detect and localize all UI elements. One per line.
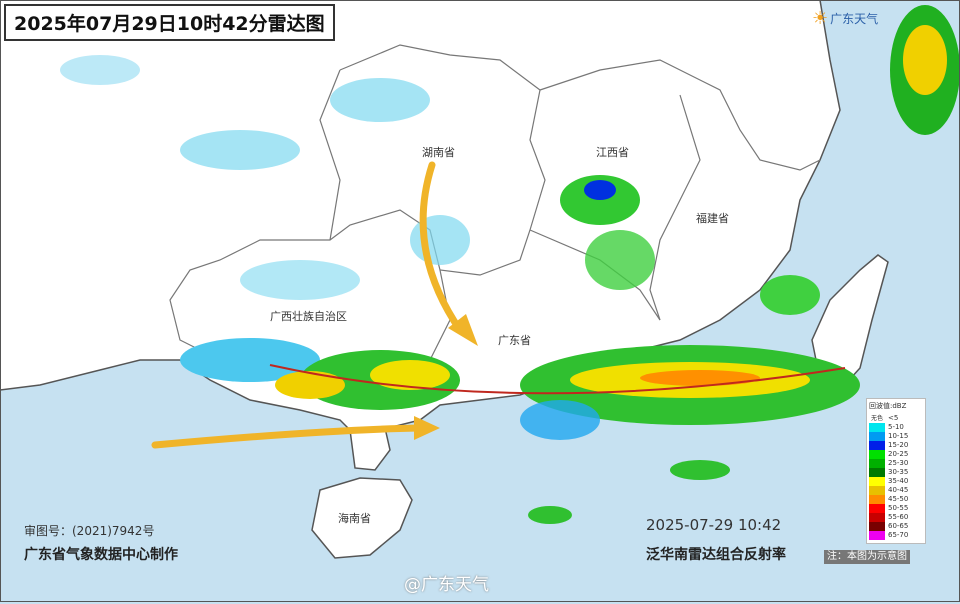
radar-echoes [60, 5, 960, 524]
legend-item: 40-45 [869, 486, 923, 495]
legend-item: 25-30 [869, 459, 923, 468]
logo-text: 广东天气 [830, 12, 879, 26]
legend-swatch [869, 468, 885, 477]
legend-label: 35-40 [888, 477, 909, 485]
west-flow-arrow [151, 424, 422, 449]
legend-swatch [869, 432, 885, 441]
legend-label: 65-70 [888, 531, 909, 539]
dbz-legend: 回波值:dBZ 无色 <5 5-10 10-15 15-20 20-25 25-30 30-3… [866, 398, 926, 544]
legend-label: 10-15 [888, 432, 909, 440]
legend-label: 20-25 [888, 450, 909, 458]
schematic-note: 注：本图为示意图 [824, 550, 910, 564]
legend-label: 45-50 [888, 495, 909, 503]
legend-swatch [869, 495, 885, 504]
legend-item: 35-40 [869, 477, 923, 486]
legend-swatch [869, 477, 885, 486]
legend-label: 25-30 [888, 459, 909, 467]
legend-swatch [869, 486, 885, 495]
radar-time: 2025-07-29 10:42 [646, 516, 782, 534]
legend-item: 30-35 [869, 468, 923, 477]
legend-swatch [869, 450, 885, 459]
weibo-watermark: @广东天气 [404, 575, 489, 595]
product-name: 泛华南雷达组合反射率 [646, 547, 786, 563]
legend-label: <5 [888, 414, 899, 422]
guangdong-weather-logo-icon: ☀ [812, 8, 829, 29]
legend-item: 50-55 [869, 504, 923, 513]
legend-title: 回波值:dBZ [869, 402, 907, 410]
legend-item: 60-65 [869, 522, 923, 531]
legend-item: 20-25 [869, 450, 923, 459]
logo: ☀ 广东天气 [812, 8, 878, 29]
legend-item: 45-50 [869, 495, 923, 504]
trough-line [269, 364, 846, 395]
legend-label: 40-45 [888, 486, 909, 494]
legend-item: 55-60 [869, 513, 923, 522]
legend-swatch [869, 504, 885, 513]
land-hainan [311, 477, 413, 559]
legend-swatch: 无色 [869, 414, 885, 423]
label-jiangxi: 江西省 [596, 146, 629, 159]
legend-label: 60-65 [888, 522, 909, 530]
approval-number: 审图号：(2021)7942号 [24, 524, 155, 538]
land-leizhou [349, 427, 391, 471]
map-title: 2025年07月29日10时42分雷达图 [4, 4, 335, 41]
label-guangxi: 广西壮族自治区 [270, 310, 347, 323]
legend-label: 15-20 [888, 441, 909, 449]
legend-label: 30-35 [888, 468, 909, 476]
label-hunan: 湖南省 [422, 146, 455, 159]
label-fujian: 福建省 [696, 212, 729, 225]
label-hainan: 海南省 [338, 512, 371, 525]
legend-label: 55-60 [888, 513, 909, 521]
label-guangdong: 广东省 [498, 334, 531, 347]
legend-swatch [869, 423, 885, 432]
legend-swatch [869, 522, 885, 531]
legend-label: 50-55 [888, 504, 909, 512]
legend-swatch [869, 513, 885, 522]
legend-item: 10-15 [869, 432, 923, 441]
north-flow-arrow [419, 161, 464, 334]
legend-swatch [869, 531, 885, 540]
legend-item: 5-10 [869, 423, 923, 432]
legend-label: 5-10 [888, 423, 904, 431]
maker-credit: 广东省气象数据中心制作 [24, 547, 178, 563]
flow-arrows [151, 161, 478, 449]
legend-item: 15-20 [869, 441, 923, 450]
legend-item: 65-70 [869, 531, 923, 540]
legend-swatch [869, 441, 885, 450]
legend-item: 无色 <5 [869, 414, 923, 423]
legend-swatch [869, 459, 885, 468]
